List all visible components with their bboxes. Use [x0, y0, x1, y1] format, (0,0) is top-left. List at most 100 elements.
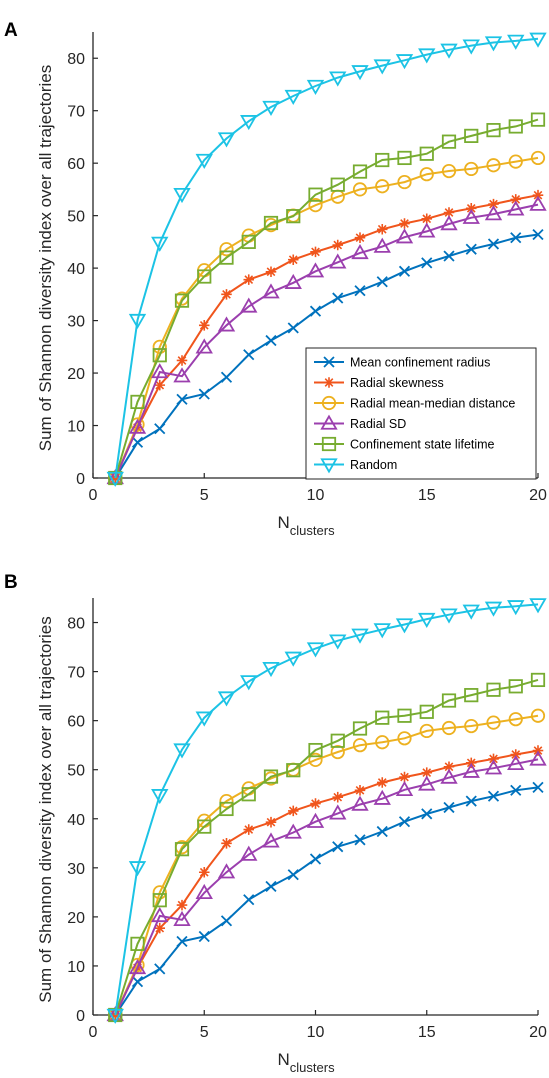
x-tick-label: 5 — [200, 1024, 209, 1041]
x-tick-label: 0 — [89, 1024, 98, 1041]
x-tick-label: 15 — [418, 1024, 436, 1041]
data-point — [375, 735, 390, 750]
data-point — [217, 863, 236, 879]
data-point — [106, 1006, 124, 1022]
data-point — [462, 762, 480, 778]
data-point — [507, 200, 525, 216]
data-point — [173, 910, 191, 926]
data-point — [330, 177, 345, 192]
y-tick-label: 60 — [67, 156, 85, 173]
series-line — [114, 786, 539, 1016]
data-point — [309, 853, 322, 865]
data-point — [418, 48, 436, 64]
data-point — [265, 334, 277, 347]
data-point — [220, 915, 233, 927]
data-point — [217, 132, 236, 148]
data-point — [507, 34, 525, 50]
data-point — [395, 618, 414, 634]
data-point — [195, 883, 213, 900]
data-point — [154, 963, 166, 975]
legend-marker — [323, 377, 335, 388]
data-point — [243, 274, 255, 285]
data-point — [286, 763, 301, 778]
data-point — [284, 89, 302, 105]
data-point — [128, 861, 147, 877]
data-point — [308, 742, 323, 758]
data-point — [154, 379, 166, 391]
data-point — [443, 207, 455, 218]
y-tick-label: 20 — [67, 910, 85, 927]
data-point — [488, 198, 499, 210]
data-point — [375, 152, 390, 168]
series-x — [109, 228, 544, 484]
data-point — [128, 958, 147, 975]
data-point — [376, 224, 388, 235]
data-point — [287, 869, 299, 881]
data-point — [373, 237, 391, 253]
data-point — [109, 1009, 121, 1021]
data-point — [263, 769, 279, 784]
series-line — [114, 603, 539, 1016]
data-point — [465, 795, 477, 807]
data-point — [329, 71, 347, 87]
data-point — [529, 598, 547, 614]
y-tick-label: 50 — [67, 763, 85, 780]
data-point — [376, 825, 388, 838]
data-point — [484, 759, 503, 775]
data-point — [443, 761, 455, 773]
data-point — [530, 672, 546, 688]
x-axis-title-main: N — [278, 513, 290, 532]
data-point — [507, 600, 525, 616]
legend-marker — [320, 414, 338, 430]
data-point — [464, 128, 479, 143]
data-point — [351, 628, 369, 644]
x-tick-label: 10 — [307, 1024, 325, 1041]
data-point — [329, 804, 347, 820]
data-point — [262, 661, 280, 678]
data-point — [106, 471, 124, 487]
data-point — [217, 316, 236, 332]
panel-letter-b: B — [4, 572, 18, 593]
legend-marker — [323, 356, 335, 368]
data-point — [395, 780, 414, 796]
data-point — [530, 150, 546, 166]
data-point — [287, 805, 299, 817]
data-point — [441, 163, 457, 179]
series-x — [109, 781, 544, 1021]
y-tick-label: 70 — [67, 665, 85, 682]
data-point — [488, 753, 499, 765]
data-point — [151, 236, 169, 252]
y-tick-label: 70 — [67, 104, 85, 121]
data-point — [486, 123, 501, 138]
data-point — [443, 250, 455, 262]
data-point — [508, 119, 523, 134]
data-point — [308, 752, 323, 767]
data-point — [398, 816, 411, 828]
data-point — [197, 819, 212, 834]
y-tick-label: 30 — [67, 314, 85, 331]
data-point — [284, 651, 302, 667]
data-point — [486, 682, 501, 697]
data-point — [397, 174, 412, 190]
y-tick-label: 40 — [67, 812, 85, 829]
data-point — [332, 239, 344, 251]
y-tick-label: 60 — [67, 714, 85, 731]
data-point — [484, 205, 503, 221]
legend-item: Radial SD — [314, 414, 406, 431]
data-point — [508, 154, 523, 169]
data-point — [508, 679, 523, 694]
data-point — [352, 182, 368, 197]
data-point — [421, 767, 433, 778]
data-point — [510, 194, 522, 205]
data-point — [462, 208, 480, 224]
data-point — [352, 164, 368, 179]
legend-label: Radial mean-median distance — [350, 397, 515, 411]
data-point — [262, 832, 280, 848]
data-point — [195, 153, 213, 169]
legend-label: Mean confinement radius — [350, 356, 490, 370]
data-point — [287, 322, 299, 334]
data-point — [221, 838, 232, 849]
x-tick-label: 10 — [307, 487, 325, 504]
data-point — [440, 608, 458, 624]
data-point — [176, 899, 188, 911]
